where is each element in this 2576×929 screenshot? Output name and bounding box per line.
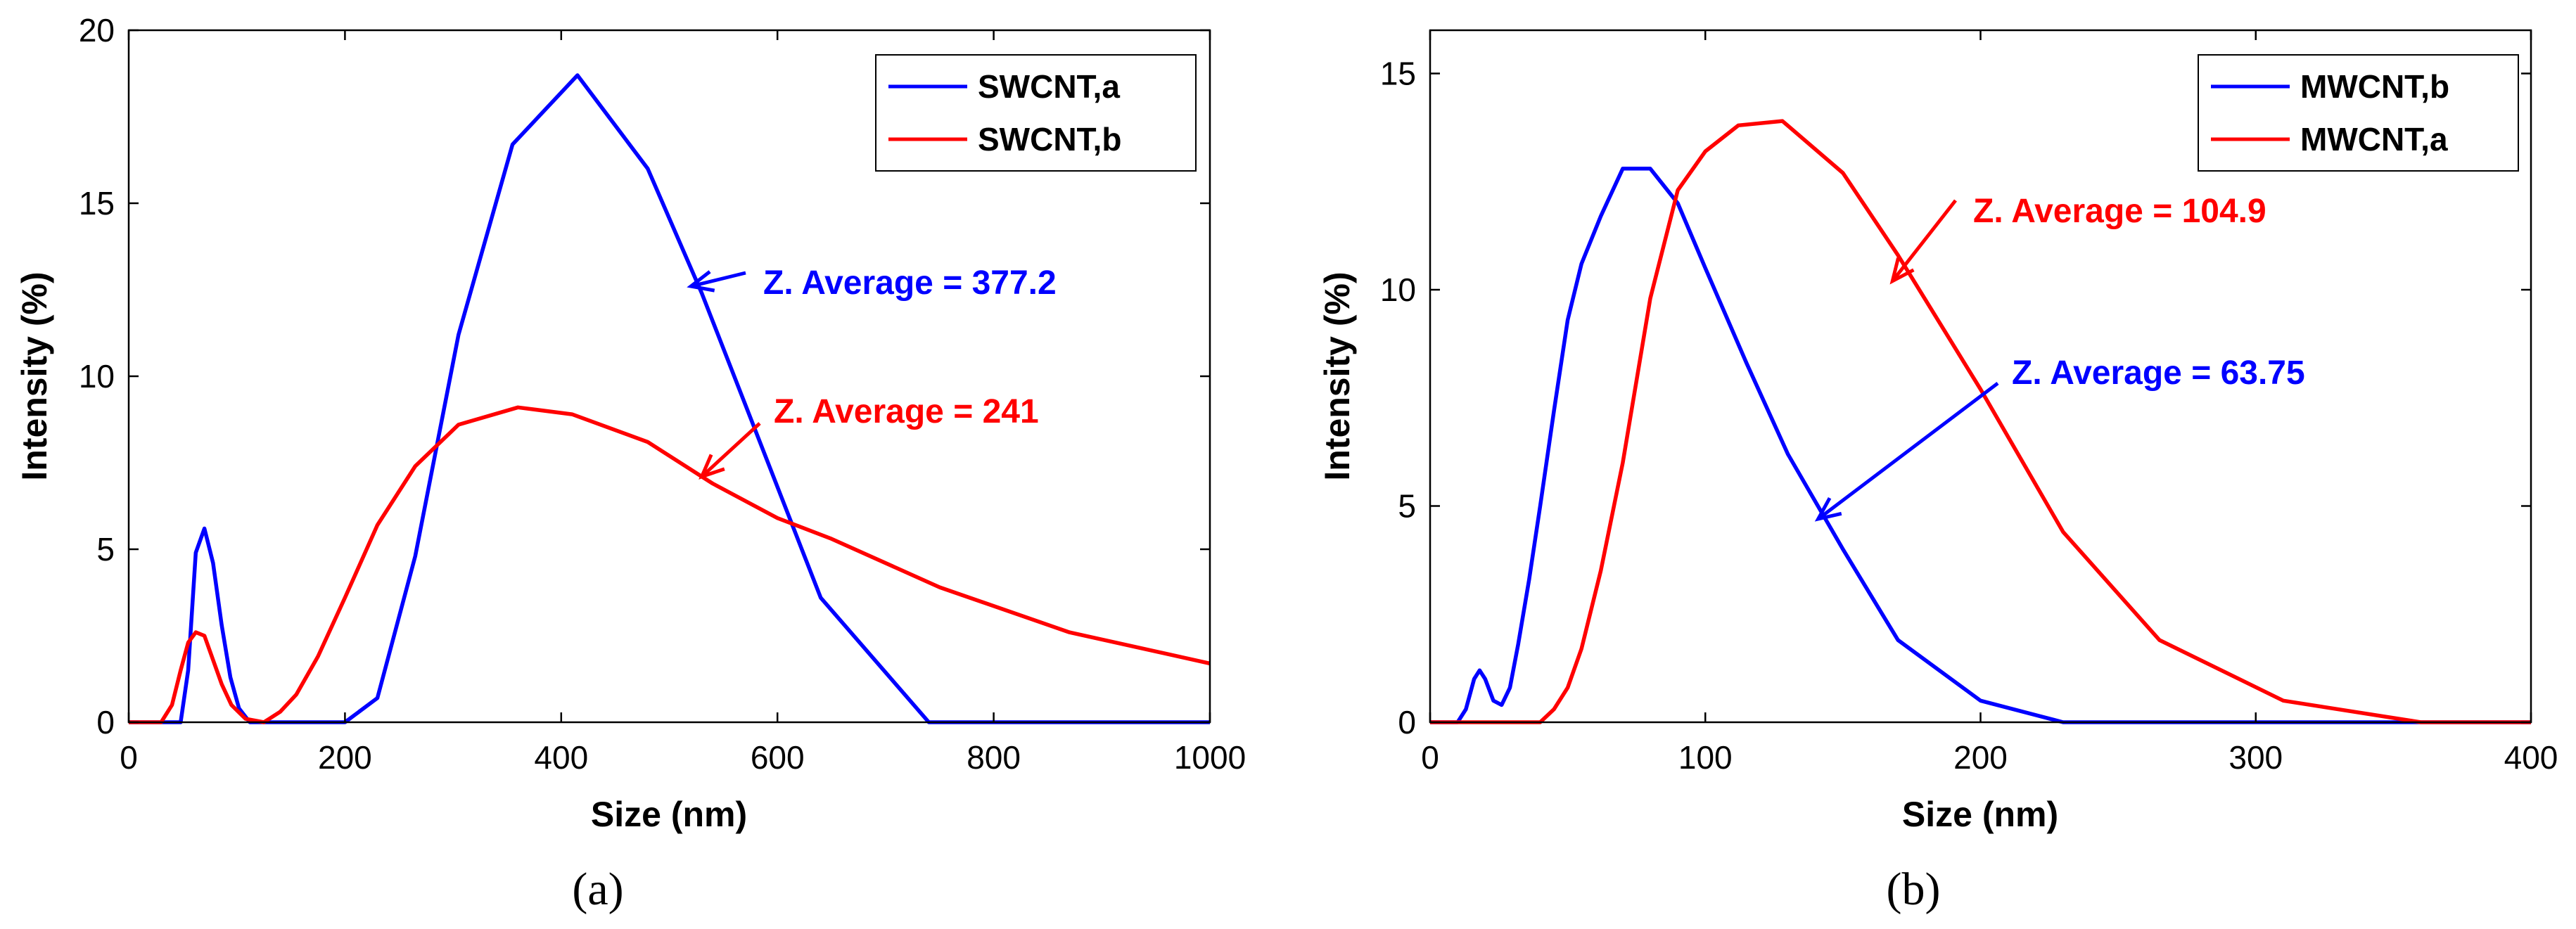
annotation: Z. Average = 377.2 <box>687 264 1057 302</box>
y-tick-label: 5 <box>96 531 115 568</box>
x-axis-label: Size (nm) <box>1902 795 2058 834</box>
y-axis-label: Intensity (%) <box>15 271 54 480</box>
x-tick-label: 200 <box>1953 739 2008 776</box>
annotation: Z. Average = 241 <box>699 393 1039 480</box>
annotation-arrow <box>699 422 761 480</box>
x-tick-label: 300 <box>2229 739 2283 776</box>
panel-caption: (b) <box>1887 864 1941 915</box>
y-tick-label: 20 <box>79 12 115 49</box>
y-tick-label: 15 <box>1380 56 1416 92</box>
x-tick-label: 400 <box>2504 739 2558 776</box>
x-axis-label: Size (nm) <box>591 795 747 834</box>
ticks-layer: 0 200 400 600 800 1000 0 5 10 15 20 <box>79 12 1246 776</box>
legend: SWCNT,a SWCNT,b <box>875 54 1197 172</box>
annotation-arrow <box>687 270 746 293</box>
legend: MWCNT,b MWCNT,a <box>2198 54 2519 172</box>
y-tick-label: 10 <box>79 358 115 395</box>
chart-panel-a: 0 200 400 600 800 1000 0 5 10 15 20 Size (nm) Inte… <box>15 12 1246 915</box>
y-axis-label: Intensity (%) <box>1318 271 1357 480</box>
x-tick-label: 200 <box>318 739 372 776</box>
series-line-2 <box>129 405 1211 724</box>
annotation: Z. Average = 63.75 <box>1814 354 2305 522</box>
legend-entry: MWCNT,b <box>2211 68 2449 105</box>
x-tick-label: 800 <box>967 739 1021 776</box>
series-layer <box>1430 119 2531 724</box>
legend-entry: MWCNT,a <box>2211 121 2448 158</box>
series-line-1 <box>1430 167 2531 724</box>
legend-label: SWCNT,a <box>978 68 1120 105</box>
annotation-label: Z. Average = 104.9 <box>1973 193 2266 230</box>
legend-label: MWCNT,b <box>2300 68 2449 105</box>
annotation-label: Z. Average = 241 <box>774 393 1039 430</box>
x-tick-label: 0 <box>120 739 138 776</box>
series-line-2 <box>1430 119 2531 724</box>
x-tick-label: 400 <box>534 739 588 776</box>
y-tick-label: 0 <box>1398 704 1416 741</box>
annotation-label: Z. Average = 377.2 <box>763 264 1057 302</box>
x-tick-label: 1000 <box>1174 739 1246 776</box>
ticks-layer: 0 100 200 300 400 0 5 10 15 <box>1380 30 2558 776</box>
legend-box <box>2198 54 2519 172</box>
x-tick-label: 0 <box>1421 739 1439 776</box>
x-tick-label: 600 <box>751 739 805 776</box>
legend-label: MWCNT,a <box>2300 121 2448 158</box>
y-tick-label: 15 <box>79 185 115 222</box>
legend-label: SWCNT,b <box>978 121 1121 158</box>
y-tick-label: 0 <box>96 704 115 741</box>
legend-entry: SWCNT,a <box>888 68 1120 105</box>
series-layer <box>129 73 1211 724</box>
legend-entry: SWCNT,b <box>888 121 1121 158</box>
x-tick-label: 100 <box>1678 739 1733 776</box>
panel-caption: (a) <box>572 864 623 915</box>
y-tick-label: 10 <box>1380 271 1416 308</box>
y-tick-label: 5 <box>1398 488 1416 525</box>
chart-panel-b: 0 100 200 300 400 0 5 10 15 Size (nm) Intensity … <box>1318 29 2558 915</box>
annotation-arrow <box>1889 199 1957 285</box>
annotation-label: Z. Average = 63.75 <box>2012 354 2305 392</box>
legend-box <box>875 54 1197 172</box>
annotation: Z. Average = 104.9 <box>1889 193 2266 285</box>
annotation-arrow <box>1814 382 1999 522</box>
